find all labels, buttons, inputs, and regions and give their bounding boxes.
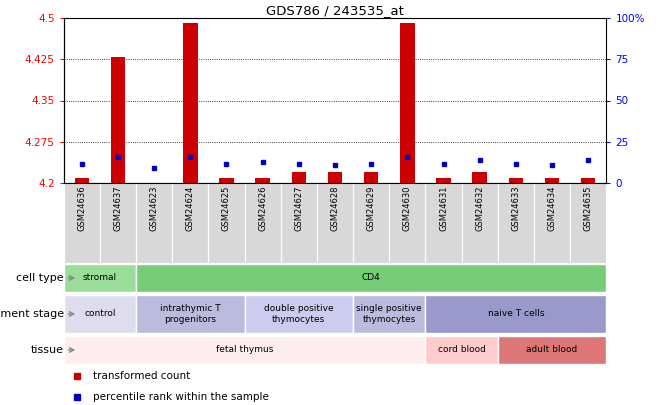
Bar xyxy=(281,183,317,263)
Bar xyxy=(353,183,389,263)
Bar xyxy=(74,177,89,183)
Bar xyxy=(208,183,245,263)
Text: tissue: tissue xyxy=(31,345,64,355)
Bar xyxy=(255,177,270,183)
Bar xyxy=(498,336,606,364)
Bar xyxy=(353,295,425,333)
Text: fetal thymus: fetal thymus xyxy=(216,345,273,354)
Text: GSM24636: GSM24636 xyxy=(77,185,86,231)
Bar xyxy=(64,336,425,364)
Text: GSM24627: GSM24627 xyxy=(294,185,304,231)
Text: GSM24624: GSM24624 xyxy=(186,185,195,231)
Text: GSM24637: GSM24637 xyxy=(113,185,123,231)
Bar xyxy=(498,183,534,263)
Text: GSM24625: GSM24625 xyxy=(222,185,231,231)
Bar xyxy=(183,23,198,183)
Text: GSM24631: GSM24631 xyxy=(439,185,448,231)
Bar xyxy=(400,23,415,183)
Bar xyxy=(545,177,559,183)
Text: GSM24633: GSM24633 xyxy=(511,185,521,231)
Text: cord blood: cord blood xyxy=(438,345,486,354)
Text: transformed count: transformed count xyxy=(94,371,191,381)
Bar xyxy=(436,177,451,183)
Bar xyxy=(328,172,342,183)
Text: development stage: development stage xyxy=(0,309,64,319)
Text: percentile rank within the sample: percentile rank within the sample xyxy=(94,392,269,402)
Text: GSM24629: GSM24629 xyxy=(366,185,376,231)
Bar xyxy=(425,183,462,263)
Bar xyxy=(389,183,425,263)
Text: GSM24630: GSM24630 xyxy=(403,185,412,231)
Bar xyxy=(245,183,281,263)
Bar xyxy=(64,183,100,263)
Text: naive T cells: naive T cells xyxy=(488,309,544,318)
Bar xyxy=(291,172,306,183)
Bar xyxy=(534,183,570,263)
Bar xyxy=(136,264,606,292)
Text: stromal: stromal xyxy=(83,273,117,283)
Bar xyxy=(136,183,172,263)
Text: GSM24626: GSM24626 xyxy=(258,185,267,231)
Bar xyxy=(509,177,523,183)
Text: control: control xyxy=(84,309,116,318)
Text: CD4: CD4 xyxy=(362,273,381,283)
Text: GSM24623: GSM24623 xyxy=(149,185,159,231)
Bar xyxy=(219,177,234,183)
Title: GDS786 / 243535_at: GDS786 / 243535_at xyxy=(266,4,404,17)
Bar xyxy=(462,183,498,263)
Text: adult blood: adult blood xyxy=(527,345,578,354)
Bar xyxy=(317,183,353,263)
Bar xyxy=(425,295,606,333)
Text: double positive
thymocytes: double positive thymocytes xyxy=(264,304,334,324)
Bar xyxy=(111,57,125,183)
Bar xyxy=(425,336,498,364)
Bar xyxy=(100,183,136,263)
Bar xyxy=(472,172,487,183)
Text: cell type: cell type xyxy=(16,273,64,283)
Bar xyxy=(64,264,136,292)
Bar xyxy=(364,172,379,183)
Text: GSM24632: GSM24632 xyxy=(475,185,484,231)
Bar xyxy=(581,177,596,183)
Text: single positive
thymocytes: single positive thymocytes xyxy=(356,304,422,324)
Text: GSM24635: GSM24635 xyxy=(584,185,593,231)
Bar xyxy=(136,295,245,333)
Text: intrathymic T
progenitors: intrathymic T progenitors xyxy=(160,304,220,324)
Bar xyxy=(570,183,606,263)
Bar xyxy=(245,295,353,333)
Bar xyxy=(172,183,208,263)
Bar xyxy=(64,295,136,333)
Text: GSM24634: GSM24634 xyxy=(547,185,557,231)
Text: GSM24628: GSM24628 xyxy=(330,185,340,231)
